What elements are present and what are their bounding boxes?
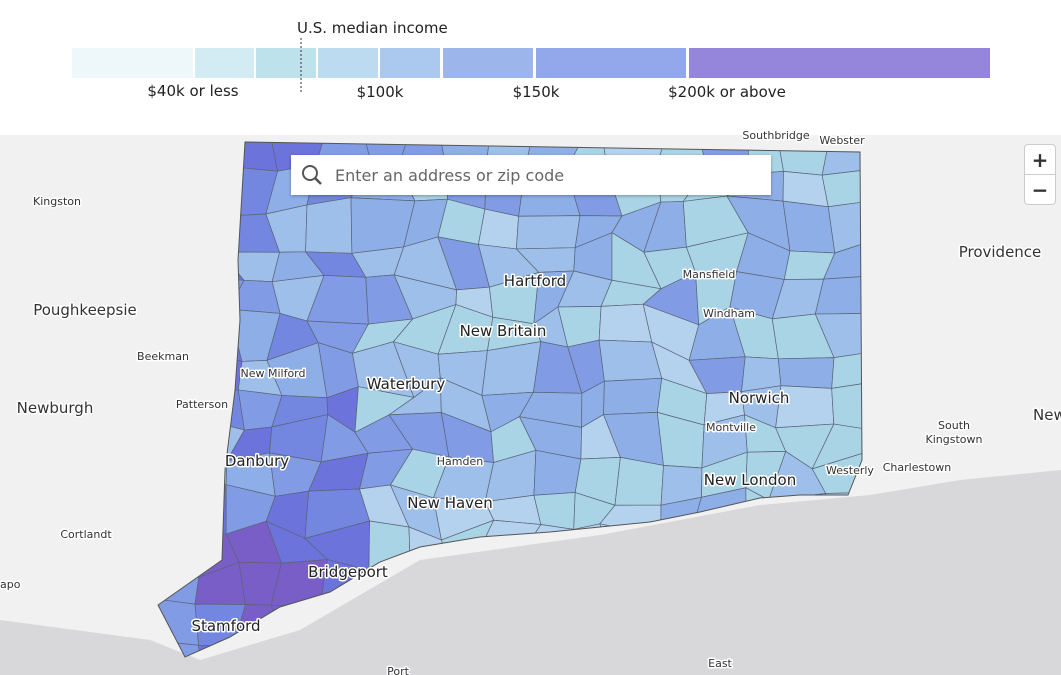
search-icon	[302, 165, 322, 185]
search-placeholder: Enter an address or zip code	[335, 165, 565, 185]
place-label: Danbury	[225, 452, 289, 470]
place-label: Cortlandt	[60, 528, 112, 541]
town	[305, 197, 353, 254]
legend-label: $40k or less	[147, 82, 238, 100]
place-label: South	[938, 419, 970, 432]
legend-label: $100k	[357, 83, 404, 101]
place-label: New Milford	[240, 367, 305, 380]
place-label: Kingstown	[926, 433, 983, 446]
place-label: Windham	[703, 307, 755, 320]
place-label: Charlestown	[883, 461, 952, 474]
town	[831, 352, 862, 389]
town	[782, 170, 829, 208]
town	[515, 215, 581, 250]
legend-bin	[380, 48, 440, 78]
place-label: Kingston	[33, 195, 81, 208]
water	[0, 470, 1061, 675]
place-label: Newport	[1033, 406, 1061, 424]
place-label: Mansfield	[683, 268, 736, 281]
place-label: Beekman	[137, 350, 189, 363]
place-label: Port	[387, 665, 409, 675]
place-label: Providence	[959, 243, 1042, 261]
town	[777, 357, 835, 389]
place-label: Norwich	[729, 389, 790, 407]
place-label: New Britain	[460, 322, 547, 340]
place-labels: Southbridge Webster Kingston Providence …	[0, 128, 1061, 675]
search-box[interactable]: Enter an address or zip code	[291, 155, 771, 195]
town	[478, 208, 519, 250]
legend-bin	[256, 48, 316, 78]
zoom-in[interactable]: +	[1024, 144, 1056, 175]
place-label: Webster	[819, 134, 865, 147]
place-label: Newburgh	[17, 399, 94, 417]
legend-label: $150k	[513, 83, 560, 101]
place-label: Patterson	[176, 398, 228, 411]
town	[821, 142, 862, 176]
place-label: Hamden	[437, 455, 483, 468]
town	[823, 240, 862, 280]
town	[614, 456, 664, 506]
legend-bin	[318, 48, 378, 78]
place-label: apo	[0, 578, 21, 591]
legend: U.S. median income $40k or less $100k $1…	[72, 19, 990, 101]
legend-bin	[536, 48, 686, 78]
legend-bin	[72, 48, 193, 78]
place-label: New London	[704, 471, 796, 489]
town	[782, 200, 836, 254]
zoom-out[interactable]: −	[1024, 174, 1056, 205]
place-label: Stamford	[191, 617, 260, 635]
place-label: New Haven	[407, 494, 493, 512]
place-label: Montville	[706, 421, 756, 434]
town	[598, 339, 663, 382]
place-label: Waterbury	[367, 375, 446, 393]
legend-title: U.S. median income	[297, 19, 448, 37]
town	[831, 381, 862, 430]
place-label: Westerly	[826, 464, 874, 477]
place-label: Bridgeport	[308, 563, 388, 581]
place-label: Poughkeepsie	[33, 301, 137, 319]
legend-label: $200k or above	[668, 83, 786, 101]
legend-bin	[195, 48, 254, 78]
legend-bin	[443, 48, 533, 78]
place-label: Hartford	[504, 272, 566, 290]
place-label: East	[708, 657, 732, 670]
legend-bin	[689, 48, 990, 78]
place-label: Southbridge	[742, 129, 809, 142]
town	[811, 423, 862, 470]
town	[598, 303, 653, 343]
town	[603, 377, 663, 415]
town	[821, 168, 862, 208]
town	[481, 341, 542, 396]
